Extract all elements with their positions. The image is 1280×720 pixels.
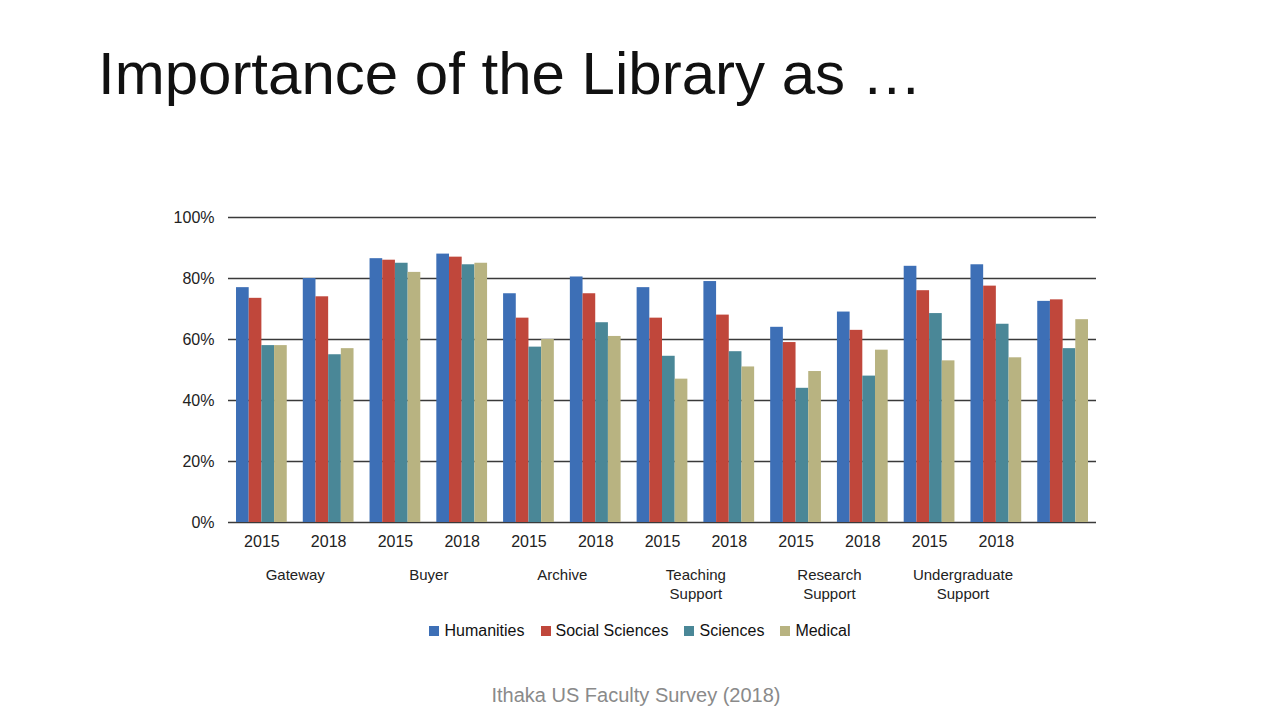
svg-text:0%: 0% [191, 514, 214, 531]
svg-text:Archive: Archive [537, 566, 587, 583]
svg-text:TeachingSupport: TeachingSupport [666, 566, 726, 602]
svg-text:Buyer: Buyer [409, 566, 448, 583]
svg-text:2018: 2018 [311, 533, 347, 550]
svg-text:2018: 2018 [711, 533, 747, 550]
svg-text:2015: 2015 [378, 533, 414, 550]
html-text:Sciences: Sciences [699, 622, 765, 639]
svg-text:20%: 20% [182, 453, 214, 470]
svg-text:60%: 60% [182, 331, 214, 348]
svg-text:2015: 2015 [511, 533, 547, 550]
svg-text:Gateway: Gateway [266, 566, 326, 583]
html-text:Medical: Medical [795, 622, 851, 639]
svg-text:2015: 2015 [778, 533, 814, 550]
svg-text:UndergraduateSupport: UndergraduateSupport [913, 566, 1013, 602]
html-text:Social Sciences: Social Sciences [555, 622, 669, 639]
svg-text:2015: 2015 [244, 533, 280, 550]
html-text:Importance of the Library as …: Importance of the Library as … [98, 40, 922, 107]
svg-text:100%: 100% [174, 209, 215, 226]
svg-text:ResearchSupport: ResearchSupport [797, 566, 861, 602]
svg-text:2018: 2018 [845, 533, 881, 550]
html-text:Ithaka US Faculty Survey (2018: Ithaka US Faculty Survey (2018) [491, 684, 781, 706]
svg-text:2015: 2015 [912, 533, 948, 550]
svg-text:40%: 40% [182, 392, 214, 409]
svg-text:2015: 2015 [645, 533, 681, 550]
svg-text:2018: 2018 [578, 533, 614, 550]
svg-text:2018: 2018 [444, 533, 480, 550]
svg-text:80%: 80% [182, 270, 214, 287]
svg-text:2018: 2018 [979, 533, 1015, 550]
html-text:Humanities: Humanities [444, 622, 525, 639]
